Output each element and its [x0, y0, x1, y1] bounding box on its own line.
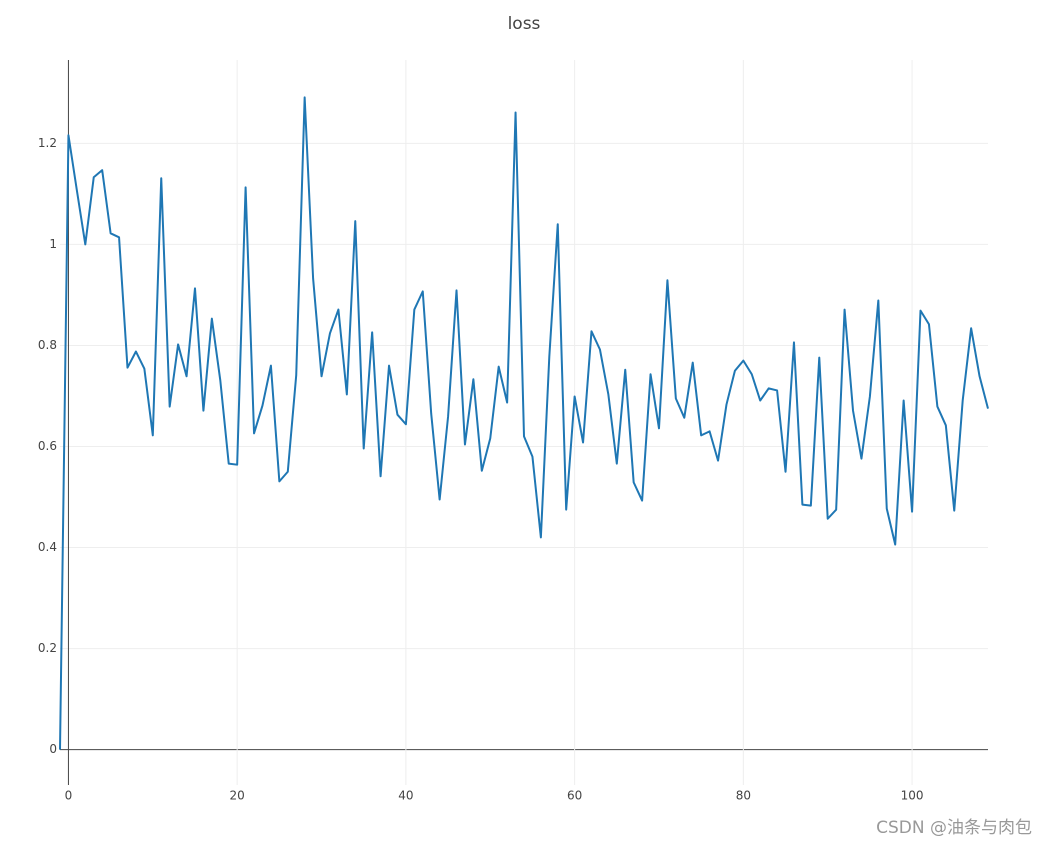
x-tick-label: 40	[398, 789, 413, 803]
y-tick-label: 0.4	[38, 540, 57, 554]
y-tick-label: 1.2	[38, 136, 57, 150]
x-tick-label: 0	[65, 789, 73, 803]
watermark: CSDN @油条与肉包	[876, 818, 1032, 838]
y-tick-label: 0.8	[38, 338, 57, 352]
x-tick-label: 100	[901, 789, 924, 803]
x-tick-label: 20	[230, 789, 245, 803]
y-tick-label: 0	[49, 742, 57, 756]
chart-title: loss	[508, 14, 541, 34]
x-tick-label: 80	[736, 789, 751, 803]
y-tick-label: 0.2	[38, 641, 57, 655]
loss-line	[59, 96, 989, 750]
y-tick-label: 0.6	[38, 439, 57, 453]
x-tick-label: 60	[567, 789, 582, 803]
y-tick-label: 1	[49, 237, 57, 251]
